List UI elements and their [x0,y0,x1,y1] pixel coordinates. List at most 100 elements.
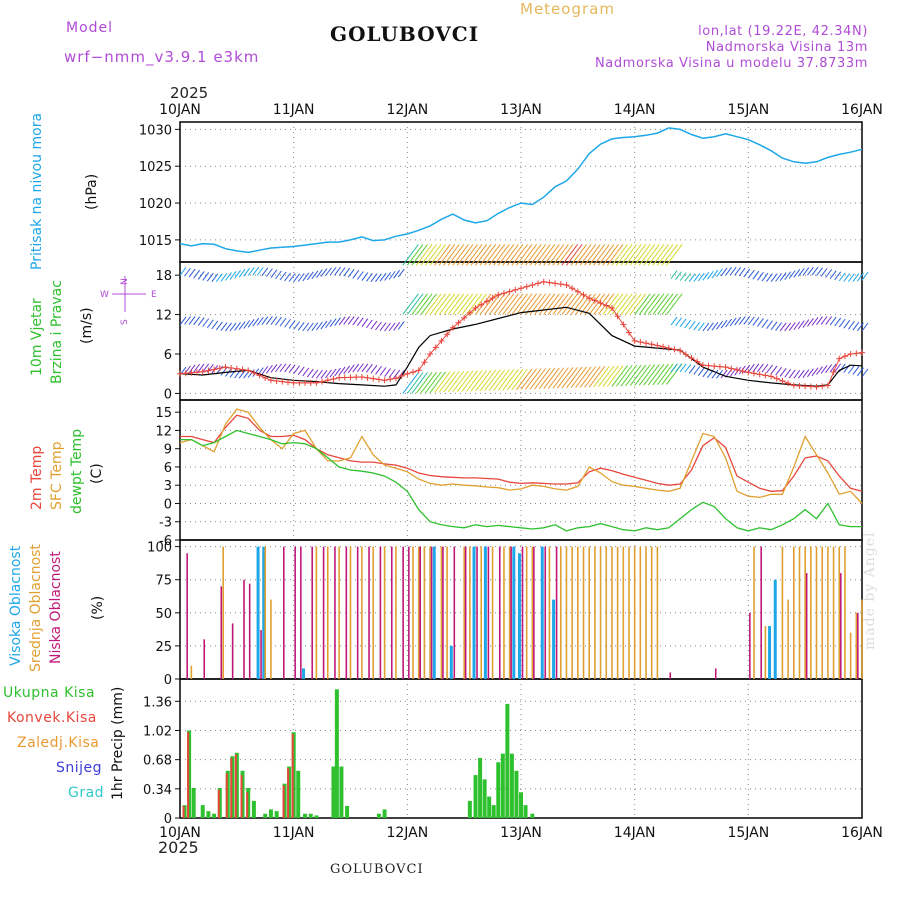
ytick-label-temperature: 9 [164,443,172,458]
wind-barb [770,365,778,375]
wind-barb [793,269,801,278]
wind-barb [343,316,351,325]
gust-marker [824,382,831,389]
wind-barb [393,369,401,379]
wind-barb [438,371,456,393]
precip-total-bar [263,813,268,818]
gust-marker [785,380,792,387]
wind-barb [629,293,647,315]
model-name: wrf−nmm_v3.9.1 e3km [64,48,260,66]
precip-total-bar [212,813,217,818]
gust-marker [733,366,740,373]
xtick-label-bottom: 13JAN [500,825,542,841]
precip-total-bar [491,805,496,818]
wind-barb [652,244,669,266]
wind-barb [625,364,642,387]
wind-barb [370,320,378,330]
wind-barb [447,370,465,393]
wind-barb [411,293,428,315]
wind-barb [502,293,519,315]
wind-barb [547,367,565,389]
wind-barb [661,244,678,266]
wind-barb [766,273,773,282]
wind-barb [370,364,378,374]
wind-barb [520,368,537,390]
wind-barb [861,271,869,281]
wind-barb [556,244,574,266]
gust-marker [699,362,706,369]
wind-barb [261,316,269,325]
wind-barb [634,244,651,266]
wind-barb [702,368,710,378]
wind-barb [493,369,510,391]
wind-barb [416,244,433,266]
precip-total-bar [345,805,350,818]
wind-barb [820,365,828,374]
precip-total-bar [530,813,535,818]
wind-barb [270,316,278,325]
wind-barb [511,244,528,266]
gust-marker [444,331,451,338]
gust-marker [557,281,564,288]
gust-marker [199,368,206,375]
wind-barb [279,363,287,373]
wind-barb [506,244,524,266]
wind-barb [397,321,405,330]
gust-marker [250,369,257,376]
wind-barb [288,364,296,374]
precip-conv-bar [287,768,290,818]
meteogram-label: Meteogram [520,0,615,18]
wind-barb [215,321,223,331]
wind-barb [788,322,796,331]
wind-barb [293,321,301,330]
ytick-label-temperature: 6 [164,461,172,476]
wind-barb [275,363,282,373]
wind-barb [634,364,651,386]
gust-marker [716,363,723,370]
wind-barb [384,272,392,281]
ytick-label-temperature: 0 [164,497,172,512]
wind-barb [788,369,796,379]
gust-marker [779,377,786,384]
gust-marker [364,374,371,381]
gust-marker [228,364,235,371]
wind-barb [461,370,478,392]
wind-barb [679,272,687,281]
ytick-label-pressure: 1025 [139,160,172,175]
xtick-label-bottom: 11JAN [273,825,315,841]
wind-barb [229,322,237,332]
wind-barb [738,267,746,277]
gust-marker [313,379,320,386]
precip-total-bar [274,811,279,818]
wind-barb [397,268,405,278]
precip-total-bar [296,770,301,818]
gust-marker [518,285,524,292]
wind-barb [711,321,719,331]
wind-barb [466,244,483,266]
wind-barb [461,293,478,315]
precip-conv-bar [240,775,243,818]
wind-barb [716,268,723,278]
wind-barb [538,293,556,315]
precip-conv-bar [217,789,220,818]
wind-barb [234,270,241,279]
wind-barb [334,367,341,377]
gust-marker [523,283,530,290]
wind-barb [747,363,755,373]
wind-barb [647,363,665,386]
wind-barb [720,267,728,277]
gust-marker [580,291,587,298]
wind-barb [329,318,337,328]
gust-marker [466,309,473,316]
wind-barb [602,244,619,266]
gust-marker [216,365,223,372]
pressure-line [179,127,863,254]
precip-conv-bar [291,733,294,818]
gust-marker [392,375,399,382]
wind-barb [261,267,269,277]
wind-barb [270,269,278,278]
coordinates: lon,lat (19.22E, 42.34N) [698,24,868,39]
wind-barb [625,244,642,266]
wind-barb [675,317,682,327]
wind-barb [720,369,728,379]
